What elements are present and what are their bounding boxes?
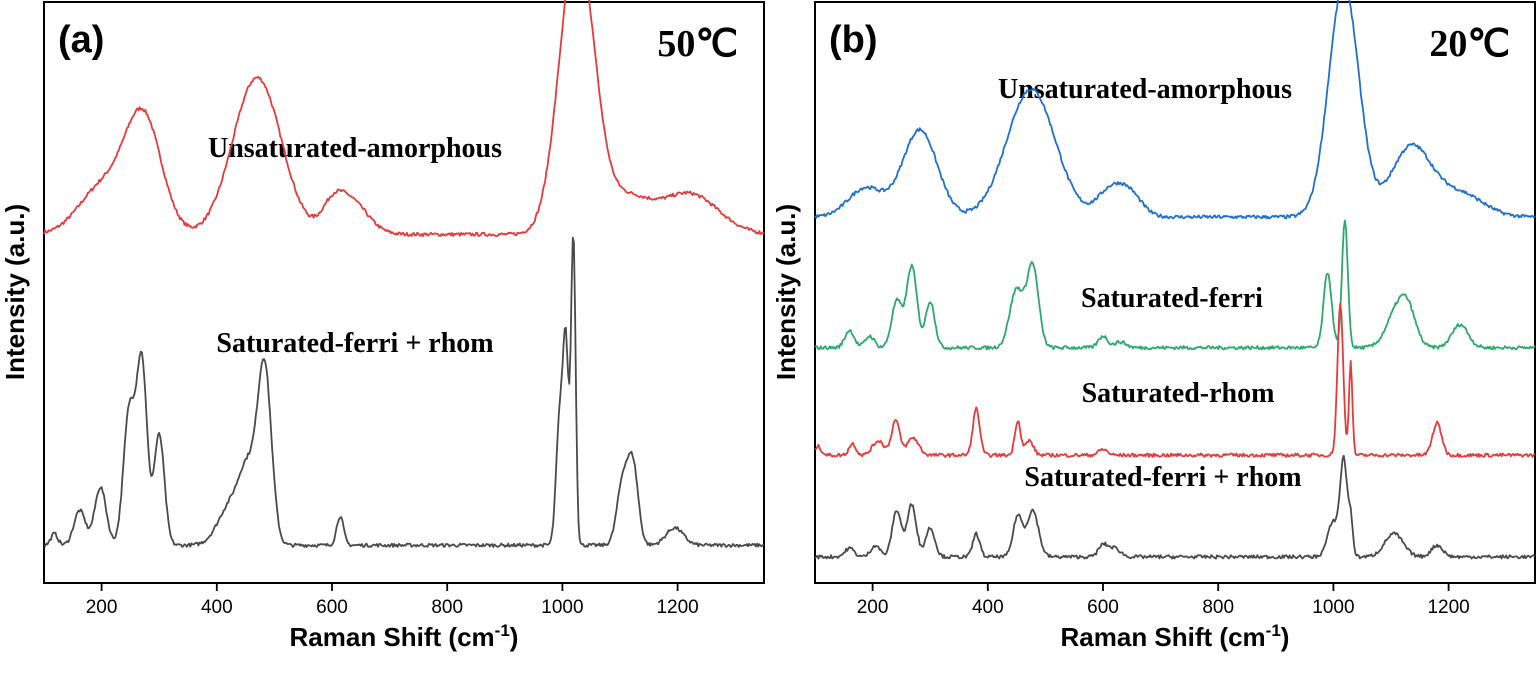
panel-a-y-axis-title: Intensity (a.u.): [0, 204, 30, 380]
panel-b-series-label-unsaturated: Unsaturated-amorphous: [998, 74, 1292, 105]
panel-b-x-ticks: 200 400 600 800 1000 1200: [857, 583, 1470, 618]
panel-a-series: [43, 0, 765, 548]
panel-a-x-tick-label-600: 600: [316, 597, 348, 618]
panel-b-x-tick-label-1200: 1200: [1427, 597, 1469, 618]
panel-a-x-tick-label-1000: 1000: [541, 597, 583, 618]
panel-a-label: (a): [58, 19, 104, 61]
panel-a-series-line-0: [43, 0, 765, 237]
panel-b-x-axis-title: Raman Shift (cm-1): [1061, 621, 1290, 652]
panel-a-frame: [43, 1, 765, 584]
panel-b-label: (b): [829, 19, 878, 61]
panel-b-series-line-2: [814, 302, 1536, 458]
panel-b-series-label-ferri: Saturated-ferri: [1081, 283, 1263, 314]
panel-a-series-label-unsaturated: Unsaturated-amorphous: [208, 133, 502, 164]
panel-a-x-axis-title: Raman Shift (cm-1): [290, 621, 519, 652]
panel-b-frame: [814, 1, 1536, 584]
panel-a-series-line-1: [43, 236, 765, 548]
panel-b-series-line-0: [814, 0, 1536, 220]
panel-b-series-label-ferri-rhom: Saturated-ferri + rhom: [1024, 462, 1301, 493]
panel-a-x-tick-label-800: 800: [431, 597, 463, 618]
panel-a-x-tick-label-400: 400: [201, 597, 233, 618]
panel-a-x-tick-label-200: 200: [86, 597, 118, 618]
panel-b-y-axis-title: Intensity (a.u.): [771, 204, 801, 380]
panel-b-series: [814, 0, 1536, 560]
panel-b-series-label-rhom: Saturated-rhom: [1082, 378, 1275, 409]
panel-b-series-line-3: [814, 454, 1536, 560]
panel-b: (b) 20℃ Unsaturated-amorphous Saturated-…: [771, 0, 1536, 652]
panel-a: (a) 50℃ Unsaturated-amorphous Saturated-…: [0, 0, 765, 652]
panel-b-x-tick-label-1000: 1000: [1312, 597, 1354, 618]
panel-b-x-tick-label-200: 200: [857, 597, 889, 618]
panel-b-series-line-1: [814, 219, 1536, 351]
panel-a-x-tick-label-1200: 1200: [656, 597, 698, 618]
panel-b-x-tick-label-800: 800: [1202, 597, 1234, 618]
panel-b-x-tick-label-400: 400: [972, 597, 1004, 618]
panel-a-series-label-ferri-rhom: Saturated-ferri + rhom: [216, 328, 493, 359]
panel-b-temperature: 20℃: [1429, 23, 1510, 65]
panel-a-temperature: 50℃: [657, 23, 738, 65]
panel-a-x-ticks: 200 400 600 800 1000 1200: [86, 583, 699, 618]
panel-b-x-tick-label-600: 600: [1087, 597, 1119, 618]
